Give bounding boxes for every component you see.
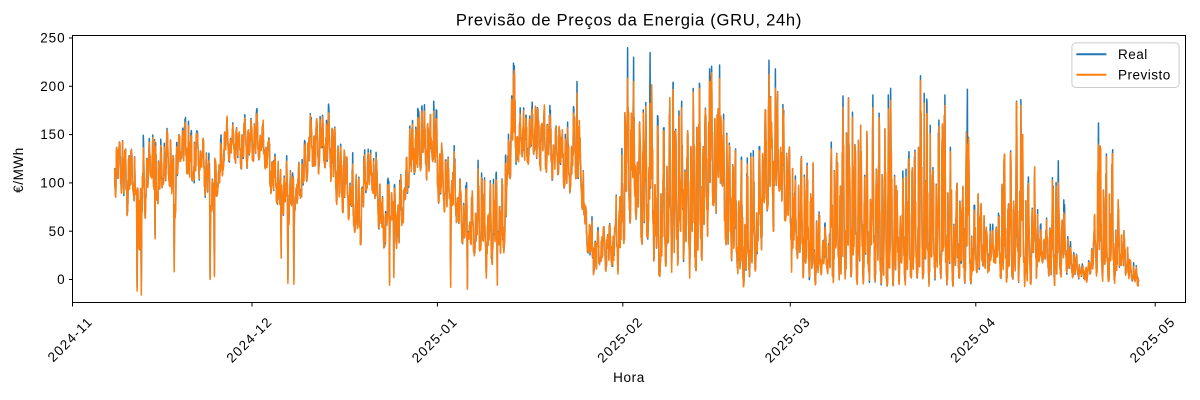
svg-text:250: 250 xyxy=(40,31,65,46)
svg-text:Real: Real xyxy=(1118,47,1148,62)
svg-text:0: 0 xyxy=(57,272,65,287)
svg-text:100: 100 xyxy=(40,176,65,191)
svg-text:150: 150 xyxy=(40,127,65,142)
svg-text:200: 200 xyxy=(40,79,65,94)
svg-text:Previsto: Previsto xyxy=(1118,67,1171,82)
svg-text:Hora: Hora xyxy=(613,370,645,385)
svg-text:50: 50 xyxy=(49,224,66,239)
svg-text:Previsão de Preços da Energia: Previsão de Preços da Energia (GRU, 24h) xyxy=(456,11,802,30)
svg-text:€/MWh: €/MWh xyxy=(11,147,26,193)
